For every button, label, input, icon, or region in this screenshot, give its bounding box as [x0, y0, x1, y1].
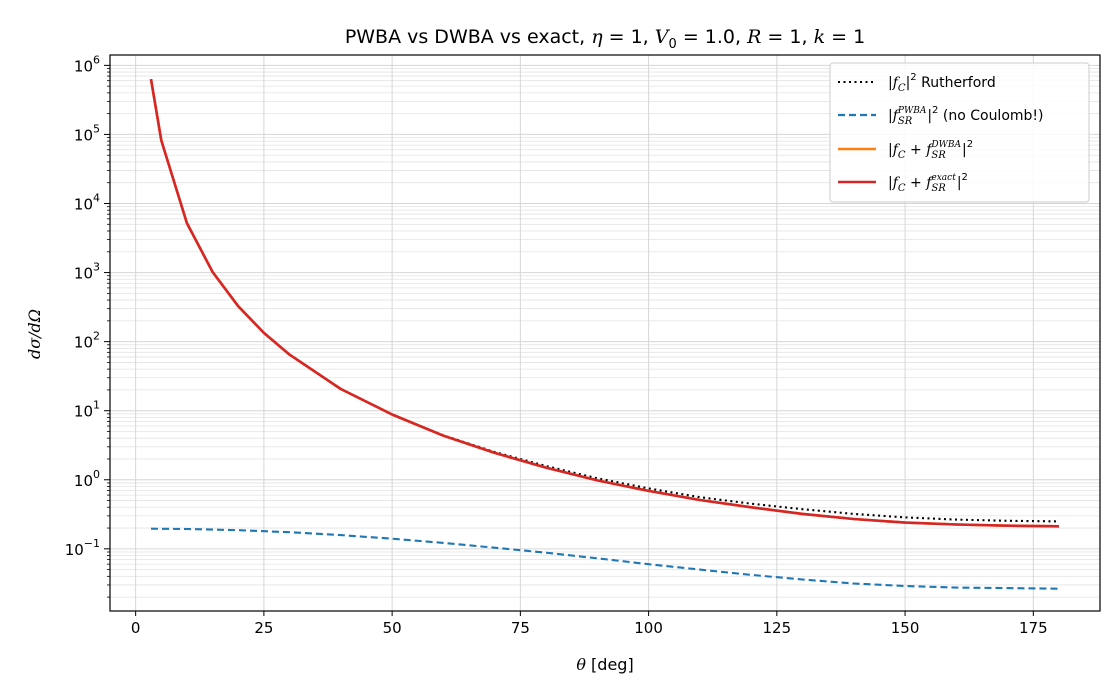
x-tick-label: 125 [763, 619, 792, 637]
chart-title: PWBA vs DWBA vs exact, η = 1, V0 = 1.0, … [345, 26, 865, 52]
y-axis-ticks: 10−1 100 101 102 103 104 105 106 [65, 53, 110, 598]
x-axis-label: θ [deg] [576, 655, 633, 674]
y-axis-label: dσ/dΩ [25, 309, 44, 359]
y-tick-label: 101 [74, 399, 100, 421]
x-tick-label: 25 [254, 619, 273, 637]
legend-pwba-sup: PWBA [897, 106, 927, 116]
x-axis-ticks: 0 25 50 75 100 125 150 175 [131, 611, 1048, 637]
grid [110, 55, 1100, 611]
legend-pwba-sub: SR [898, 116, 913, 127]
title-k: k [814, 26, 826, 48]
legend-label-pwba: |fPWBA SR |2 (no Coulomb!) [888, 105, 1044, 127]
title-v-value: = 1.0, [677, 26, 747, 48]
legend: |fC|2 Rutherford |fPWBA SR |2 (no Coulomb!… [829, 62, 1090, 203]
y-tick-label: 100 [74, 468, 100, 490]
y-tick-label: 105 [74, 122, 100, 144]
x-tick-label: 0 [131, 619, 141, 637]
series-line-exact [149, 78, 1060, 528]
y-tick-label: 102 [74, 330, 100, 352]
title-v: V [655, 26, 671, 48]
title-v-subscript: 0 [669, 37, 677, 52]
series-layer [149, 78, 1060, 590]
title-k-value: = 1 [825, 26, 865, 48]
x-tick-label: 150 [891, 619, 920, 637]
x-axis-label-unit: [deg] [586, 655, 634, 674]
y-tick-label: 103 [74, 261, 100, 283]
x-tick-label: 175 [1019, 619, 1048, 637]
legend-label-exact: |fC + fexact SR |2 [888, 172, 968, 194]
x-tick-label: 75 [511, 619, 530, 637]
y-tick-label: 10−1 [65, 537, 100, 559]
title-r: R [746, 26, 761, 48]
y-tick-label: 106 [74, 53, 100, 75]
x-tick-label: 100 [634, 619, 663, 637]
title-lead: PWBA vs DWBA vs exact, [345, 26, 591, 48]
legend-label-rutherford: |fC|2 Rutherford [888, 72, 996, 94]
y-tick-label: 104 [74, 191, 100, 213]
title-eta: η [591, 26, 603, 48]
title-r-value: = 1, [761, 26, 813, 48]
title-eta-value: = 1, [603, 26, 655, 48]
x-axis-label-symbol: θ [576, 655, 586, 674]
legend-box [829, 62, 1090, 203]
legend-label-dwba: |fC + fDWBA SR |2 [888, 139, 973, 161]
x-tick-label: 50 [383, 619, 402, 637]
series-line-pwba [150, 527, 1060, 590]
axes-frame [109, 54, 1101, 612]
